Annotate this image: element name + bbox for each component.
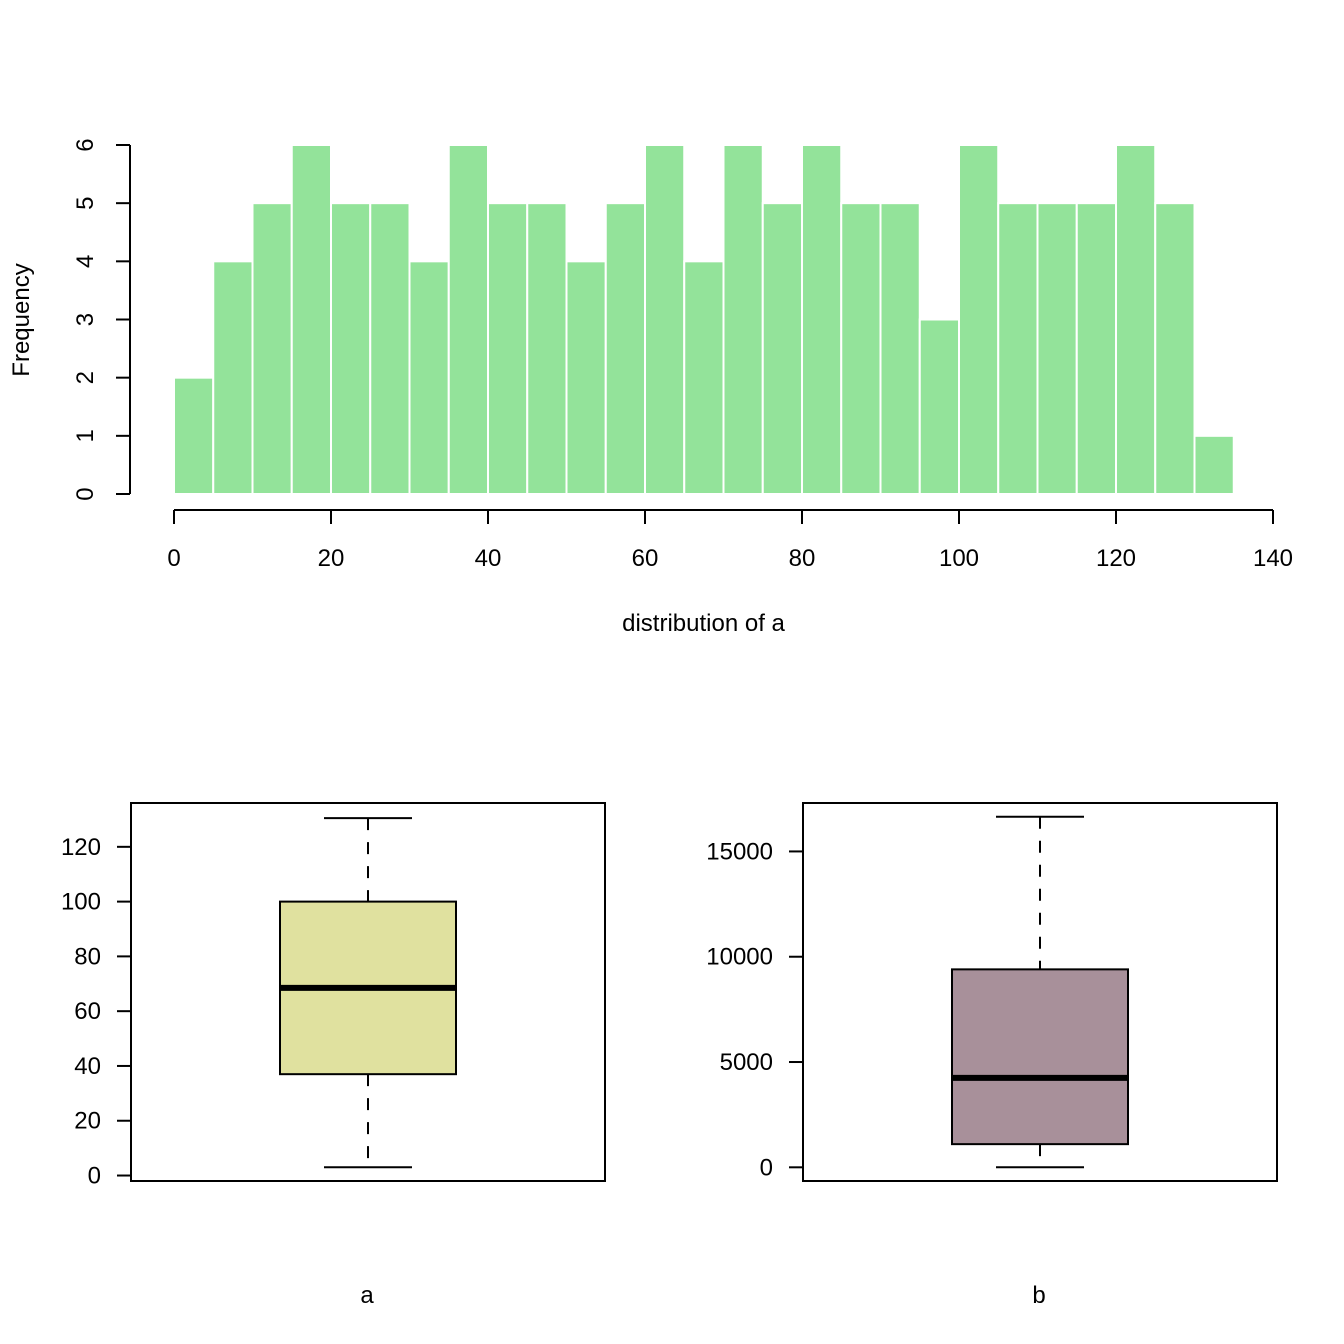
- histogram-bar: [604, 202, 646, 496]
- histogram-bar: [801, 144, 843, 495]
- histogram-bar: [879, 202, 921, 496]
- x-axis-label: distribution of a: [622, 610, 785, 637]
- y-tick-label: 6: [72, 138, 99, 151]
- y-tick-label: 15000: [706, 838, 773, 865]
- histogram-bar: [644, 144, 686, 495]
- histogram-bar: [526, 202, 568, 496]
- y-tick-label: 100: [61, 889, 101, 916]
- y-tick-label: 0: [88, 1163, 101, 1190]
- y-tick-label: 0: [760, 1154, 773, 1181]
- histogram-bar: [761, 202, 803, 496]
- y-tick-label: 60: [74, 998, 101, 1025]
- histogram-bar: [565, 260, 607, 496]
- histogram-bar: [1193, 434, 1235, 496]
- x-tick-label: 80: [789, 545, 816, 572]
- y-tick-label: 1: [72, 429, 99, 442]
- boxplot-b-chart: 0 5000 10000 15000 b: [706, 802, 1278, 1309]
- histogram-bar: [369, 202, 411, 496]
- histogram-bar: [722, 144, 764, 495]
- histogram-bar: [1036, 202, 1078, 496]
- histogram-bar: [487, 202, 529, 496]
- boxplot-a-chart: 0 20 40 60 80 100 120 a: [61, 802, 606, 1309]
- histogram-bar: [251, 202, 293, 496]
- x-tick-label: 60: [632, 545, 659, 572]
- histogram-bar: [1154, 202, 1196, 496]
- y-tick-label: 5000: [720, 1049, 773, 1076]
- y-tick-label: 2: [72, 371, 99, 384]
- y-tick-label: 20: [74, 1108, 101, 1135]
- histogram-bar: [1115, 144, 1157, 495]
- histogram-bar: [408, 260, 450, 496]
- x-tick-label: 20: [318, 545, 345, 572]
- histogram-bar: [447, 144, 489, 495]
- histogram-bar: [840, 202, 882, 496]
- y-tick-label: 3: [72, 313, 99, 326]
- y-tick-label: 80: [74, 943, 101, 970]
- plot-frame: [802, 802, 1278, 1182]
- x-tick-label: 0: [167, 545, 180, 572]
- histogram-bar: [330, 202, 372, 496]
- histogram-bar: [918, 318, 960, 495]
- histogram-bar: [958, 144, 1000, 495]
- x-tick-label: 40: [475, 545, 502, 572]
- histogram-bar: [1075, 202, 1117, 496]
- histogram-bar: [997, 202, 1039, 496]
- y-tick-label: 0: [72, 487, 99, 500]
- y-tick-label: 10000: [706, 944, 773, 971]
- histogram-bar: [173, 376, 215, 495]
- y-axis-label: Frequency: [8, 263, 35, 376]
- x-axis-label: b: [1032, 1282, 1045, 1309]
- x-tick-label: 140: [1253, 545, 1293, 572]
- plot-frame: [130, 802, 606, 1182]
- x-tick-label: 120: [1096, 545, 1136, 572]
- x-axis-label: a: [360, 1282, 374, 1309]
- y-tick-label: 120: [61, 834, 101, 861]
- histogram-bar: [212, 260, 254, 496]
- histogram-chart: 0 20 40 60 80 100 120 140 distribution of a 0 1 2 3 4…: [8, 138, 1293, 637]
- y-tick-label: 40: [74, 1053, 101, 1080]
- histogram-bar: [290, 144, 332, 495]
- y-tick-label: 5: [72, 196, 99, 209]
- histogram-bar: [683, 260, 725, 496]
- x-tick-label: 100: [939, 545, 979, 572]
- box-b: [951, 968, 1129, 1146]
- y-tick-label: 4: [72, 255, 99, 268]
